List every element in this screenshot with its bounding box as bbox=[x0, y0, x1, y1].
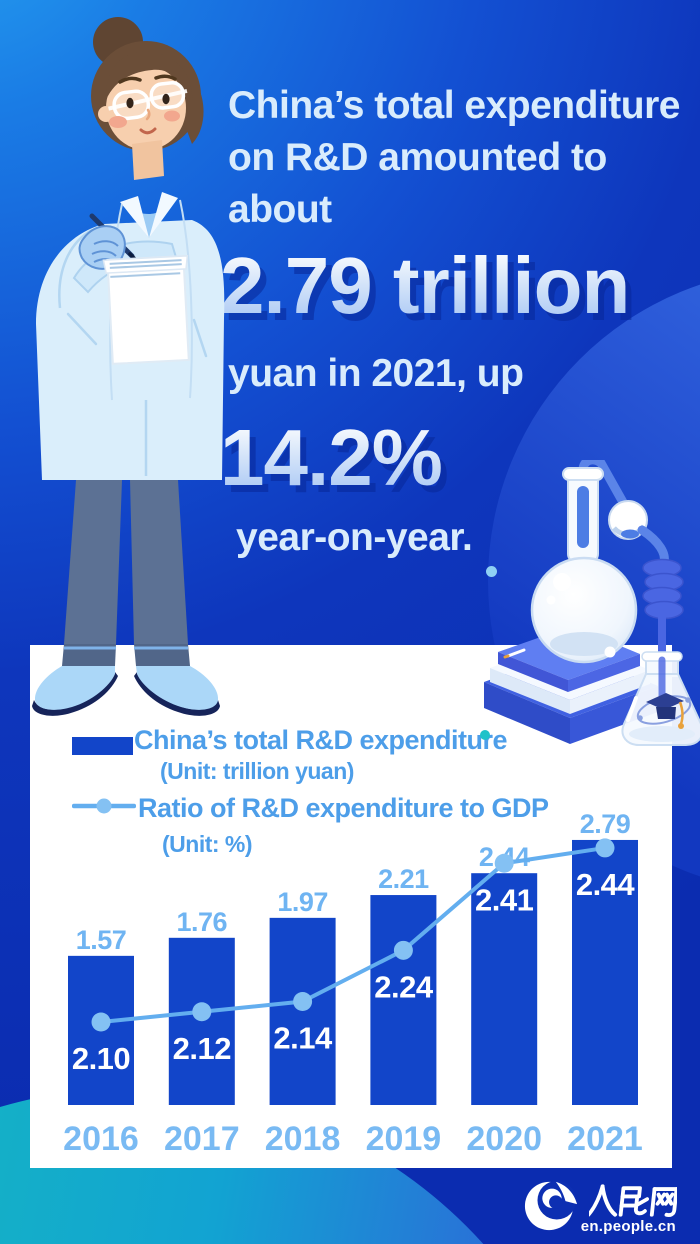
ratio-value-label: 2.12 bbox=[173, 1031, 231, 1066]
trouser-left bbox=[64, 480, 122, 644]
line-dot bbox=[192, 1002, 212, 1022]
site-url: en.people.cn bbox=[580, 1218, 676, 1235]
bar-value-label: 2.79 bbox=[580, 809, 631, 839]
bar-value-label: 2.21 bbox=[378, 864, 429, 894]
year-label: 2018 bbox=[265, 1120, 341, 1158]
bar-2017 bbox=[168, 937, 235, 1105]
year-label: 2020 bbox=[466, 1120, 542, 1158]
round-flask bbox=[530, 467, 638, 664]
coil-tube bbox=[637, 525, 684, 672]
line-dot bbox=[595, 838, 615, 858]
neck bbox=[132, 140, 164, 180]
notepad bbox=[102, 254, 190, 365]
shoe-left bbox=[34, 666, 115, 710]
scientist-illustration bbox=[32, 17, 225, 716]
legend-line-marker bbox=[72, 798, 136, 814]
decor-dot-teal bbox=[480, 730, 490, 740]
headline-intro: China’s total expenditure on R&D amounte… bbox=[228, 84, 680, 231]
year-label: 2016 bbox=[63, 1120, 139, 1158]
year-label: 2019 bbox=[366, 1120, 442, 1158]
ratio-value-label: 2.41 bbox=[475, 882, 534, 917]
conical-flask bbox=[621, 651, 700, 746]
bar-value-label: 1.57 bbox=[76, 925, 127, 955]
ratio-value-label: 2.44 bbox=[576, 867, 636, 902]
glass-sphere-joint bbox=[608, 500, 648, 540]
bar-value-label: 1.76 bbox=[177, 907, 228, 937]
year-label: 2021 bbox=[567, 1120, 643, 1158]
legend-line-unit: (Unit: %) bbox=[162, 831, 253, 857]
bar-value-label: 1.97 bbox=[277, 887, 328, 917]
decor-dot-blue bbox=[486, 566, 497, 577]
legend-bar-label: China’s total R&D expenditure bbox=[134, 725, 508, 755]
legend-bar-swatch bbox=[72, 737, 133, 755]
ratio-value-label: 2.10 bbox=[72, 1041, 130, 1076]
legend-line-label: Ratio of R&D expenditure to GDP bbox=[138, 793, 549, 823]
year-label: 2017 bbox=[164, 1120, 240, 1158]
headline-amount: 2.79 trillion bbox=[220, 241, 630, 330]
bar-2021 bbox=[572, 839, 638, 1105]
line-dot bbox=[494, 853, 514, 873]
gdp-ratio-line bbox=[99, 845, 607, 1024]
peoples-daily-swirl-icon bbox=[524, 1180, 578, 1231]
shoe-right bbox=[136, 666, 219, 710]
ratio-value-label: 2.24 bbox=[374, 969, 434, 1004]
lab-flasks-illustration bbox=[484, 460, 700, 746]
graduation-cap-icon bbox=[646, 693, 684, 710]
line-dot bbox=[91, 1012, 111, 1032]
ratio-value-label: 2.14 bbox=[273, 1021, 333, 1056]
trouser-right bbox=[130, 480, 188, 644]
line-dot bbox=[293, 992, 313, 1012]
peoples-daily-cjk-wordmark bbox=[589, 1184, 677, 1217]
bar-2020 bbox=[471, 873, 538, 1105]
headline-growth: 14.2% bbox=[220, 413, 443, 502]
face bbox=[106, 66, 186, 150]
rd-expenditure-chart: 1.57 1.76 1.97 2.21 2.44 2.79 2.10 2.12 2.14 2.24… bbox=[63, 809, 643, 1158]
headline-growth-context: year-on-year. bbox=[236, 516, 473, 559]
headline-amount-context: yuan in 2021, up bbox=[228, 352, 524, 395]
legend-bar-unit: (Unit: trillion yuan) bbox=[160, 758, 354, 784]
line-dot bbox=[393, 940, 413, 960]
bar-2018 bbox=[269, 917, 336, 1105]
peoples-daily-logo: en.people.cn bbox=[505, 1172, 680, 1238]
